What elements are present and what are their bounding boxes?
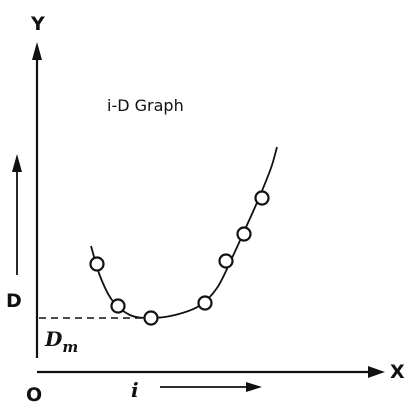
x-axis-letter: X <box>390 361 405 383</box>
data-point-6 <box>236 226 252 242</box>
data-point-3 <box>143 310 159 326</box>
y-axis-letter: Y <box>30 13 45 35</box>
minimum-label: Dm <box>44 327 78 356</box>
minimum-label-subscript: m <box>62 338 78 356</box>
y-direction-arrowhead <box>12 154 22 172</box>
minimum-label-main: D <box>44 327 63 351</box>
origin-label: O <box>26 384 42 406</box>
x-axis-arrowhead <box>368 366 385 378</box>
axes <box>12 42 385 392</box>
data-point-5 <box>218 253 234 269</box>
y-axis-label: D <box>6 290 22 312</box>
data-point-1 <box>89 256 105 272</box>
y-axis-arrowhead <box>32 42 42 60</box>
x-direction-arrowhead <box>246 382 262 392</box>
chart-title: i-D Graph <box>107 96 184 115</box>
data-point-4 <box>197 295 213 311</box>
data-point-7 <box>254 190 270 206</box>
data-point-2 <box>110 298 126 314</box>
x-axis-label: i <box>131 378 139 402</box>
plot-layer <box>39 146 278 326</box>
